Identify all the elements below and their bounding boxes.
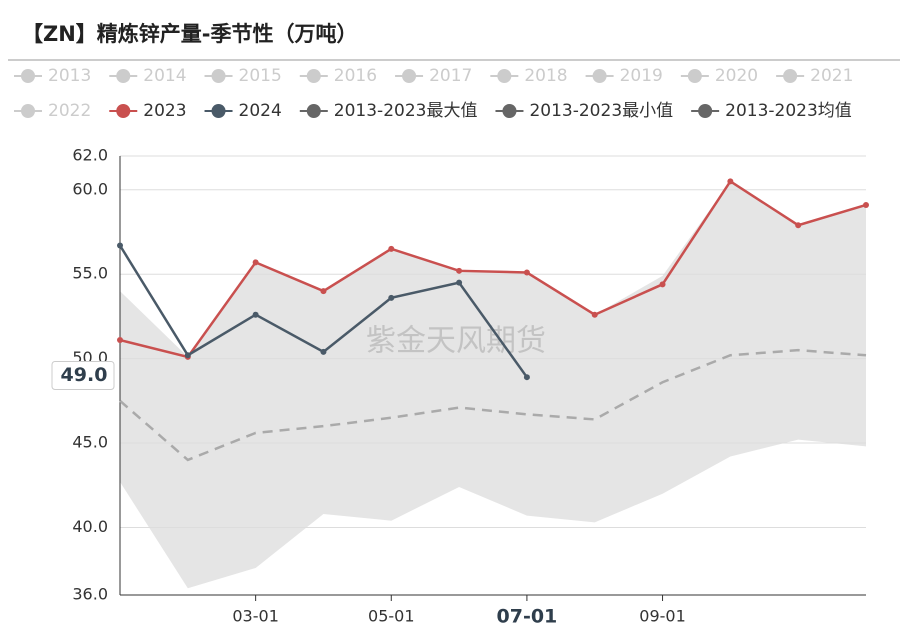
x-tick-label: 03-01 (232, 607, 279, 626)
legend-dot (306, 104, 321, 118)
axis-pointer-box (51, 361, 115, 390)
legend-label: 2021 (810, 66, 853, 86)
point (117, 242, 123, 249)
legend-label: 2016 (334, 66, 377, 86)
legend-dot (497, 69, 512, 83)
legend-label: 2013 (48, 66, 91, 86)
range-area-cut (120, 439, 866, 595)
legend-item: 2015 (204, 66, 282, 86)
legend-dot (21, 69, 35, 83)
legend-label: 2013-2023均值 (725, 101, 852, 121)
legend-item: 2021 (776, 66, 853, 86)
y-tick-label: 40.0 (72, 517, 108, 536)
legend-item: 2014 (109, 66, 187, 86)
mean-line (119, 348, 867, 462)
legend-label: 2015 (239, 66, 282, 86)
point (320, 288, 327, 295)
point (252, 259, 259, 266)
point (117, 337, 123, 344)
y-tick-label: 62.0 (72, 146, 108, 165)
legend-dot (592, 69, 607, 83)
watermark: 紫金天风期货 (366, 324, 546, 359)
legend-label: 2024 (239, 101, 282, 121)
legend-item: 2017 (395, 66, 472, 86)
legend-label: 2017 (429, 66, 472, 86)
legend-dot (116, 104, 131, 118)
legend-item: 2022 (14, 101, 91, 121)
legend-dot (402, 69, 417, 83)
y-tick-label: 55.0 (72, 264, 108, 283)
legend-item: 2016 (299, 66, 377, 86)
legend-item: 2013-2023最大值 (299, 101, 478, 121)
point (795, 222, 802, 229)
point (388, 294, 395, 301)
axis-pointer-label: 49.0 (61, 364, 108, 386)
point (456, 267, 463, 274)
legend-dot (687, 69, 702, 83)
point (591, 311, 598, 318)
legend-dot (21, 104, 35, 118)
legend-item: 2013-2023均值 (691, 101, 852, 121)
legend-dot (211, 104, 226, 118)
y-tick-label: 60.0 (72, 179, 108, 198)
legend-dot (211, 69, 226, 83)
point (456, 279, 463, 286)
point (388, 245, 395, 252)
legend-dot (306, 69, 321, 83)
point (727, 178, 734, 185)
y-tick-label: 45.0 (72, 433, 108, 452)
legend-dot (698, 104, 713, 118)
x-tick-label: 09-01 (639, 607, 686, 626)
point (523, 374, 530, 381)
point (863, 201, 869, 208)
x-tick-label: 07-01 (497, 606, 558, 628)
legend-item: 2019 (585, 66, 663, 86)
legend-label: 2019 (620, 66, 663, 86)
legend-item: 2024 (204, 101, 282, 121)
legend-dot (116, 69, 131, 83)
legend-item: 2020 (680, 66, 758, 86)
x-tick-label: 05-01 (368, 607, 415, 626)
legend-item: 2023 (109, 101, 187, 121)
point (252, 311, 259, 318)
legend-item: 2018 (490, 66, 568, 86)
legend-item: 2013 (14, 66, 91, 86)
chart-title: 【ZN】精炼锌产量-季节性（万吨） (22, 22, 358, 46)
point (523, 269, 530, 276)
point (320, 348, 327, 355)
legend-label: 2020 (715, 66, 758, 86)
y-tick-label: 36.0 (72, 585, 108, 604)
legend-label: 2023 (143, 101, 186, 121)
legend-dot (502, 104, 517, 118)
legend-label: 2018 (524, 66, 567, 86)
series-line (119, 179, 867, 359)
legend-dot (783, 69, 798, 83)
legend-item: 2013-2023最小值 (495, 101, 673, 121)
point (659, 281, 666, 288)
legend-label: 2014 (143, 66, 186, 86)
legend-label: 2022 (48, 101, 91, 121)
legend-label: 2013-2023最小值 (529, 101, 673, 121)
point (184, 352, 191, 359)
legend-label: 2013-2023最大值 (334, 101, 478, 121)
